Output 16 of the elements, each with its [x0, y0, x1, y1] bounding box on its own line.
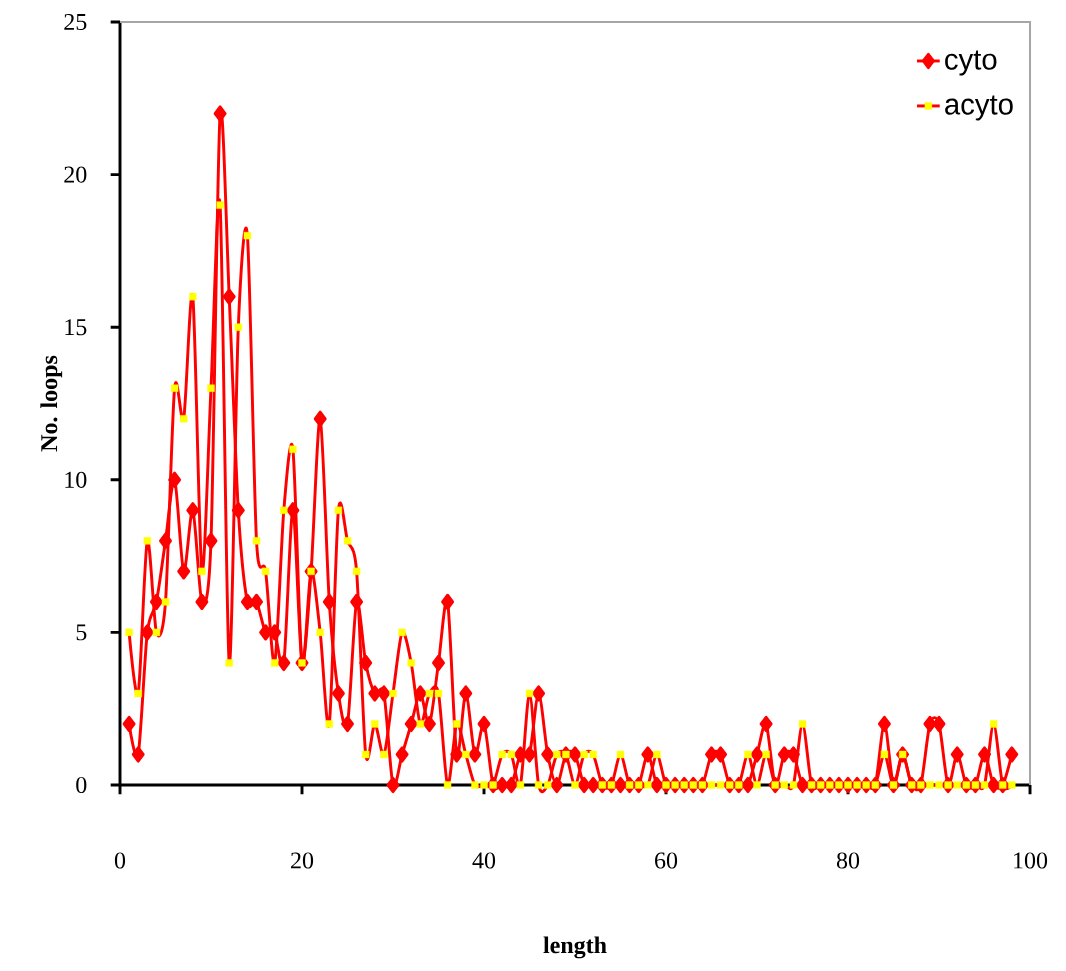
- y-tick-label: 5: [76, 624, 87, 641]
- x-axis-title: length: [543, 936, 607, 959]
- y-tick-label: 25: [64, 13, 87, 31]
- x-tick-label: 100: [1014, 852, 1048, 869]
- x-tick-label: 80: [836, 852, 860, 869]
- x-tick-label: 60: [655, 852, 678, 869]
- legend-label: acyto: [945, 95, 1013, 121]
- y-tick-label: 15: [65, 319, 87, 336]
- y-tick-label: 0: [76, 776, 87, 794]
- x-tick-label: 0: [114, 852, 126, 869]
- legend-label: cyto: [945, 50, 997, 76]
- x-tick-label: 40: [472, 852, 496, 869]
- y-tick-label: 20: [64, 166, 87, 183]
- x-tick-label: 20: [291, 852, 314, 869]
- y-axis-title: No. loops: [40, 355, 63, 452]
- y-tick-label: 10: [65, 471, 87, 488]
